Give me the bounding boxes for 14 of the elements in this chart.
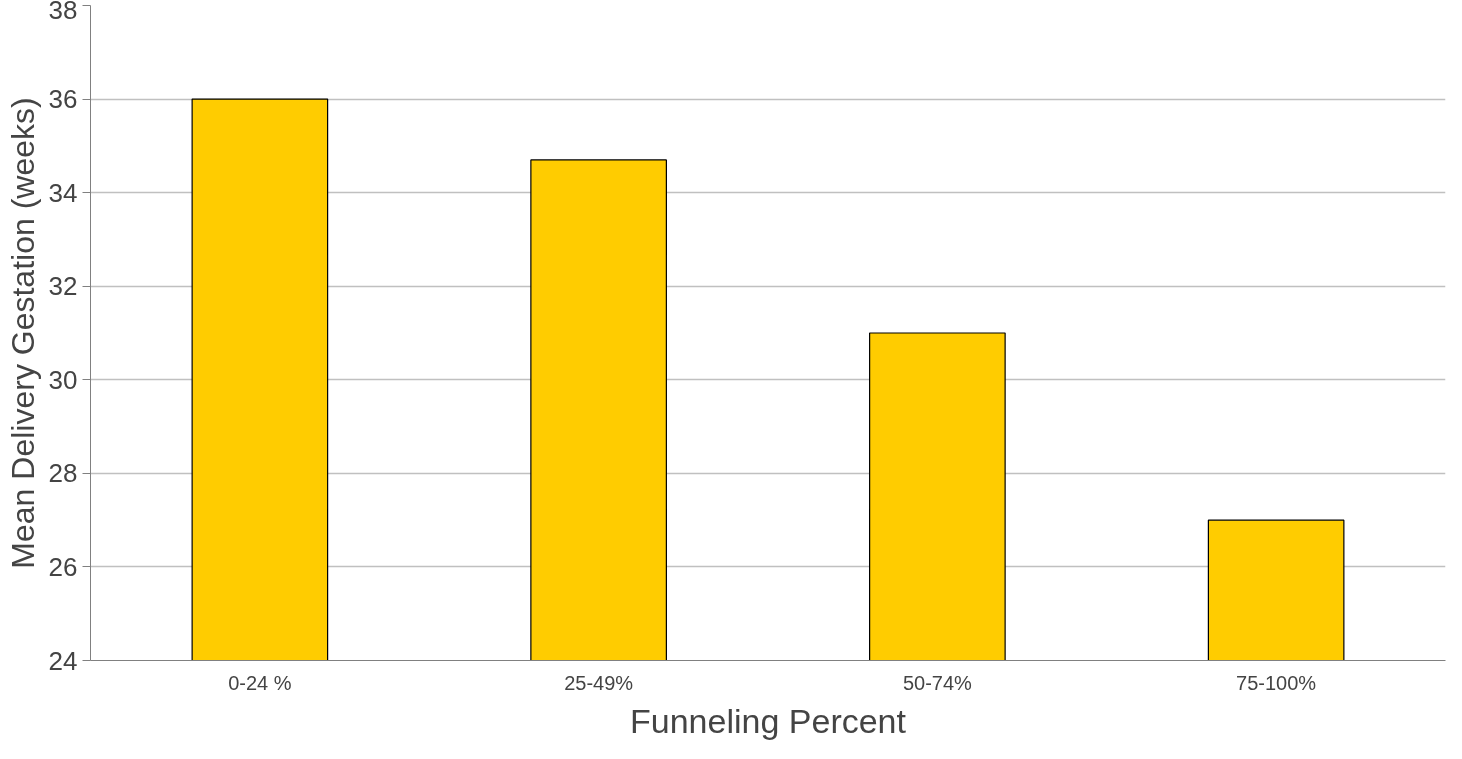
x-tick-label: 50-74%: [902, 671, 973, 694]
x-axis-title: Funneling Percent: [630, 701, 907, 740]
y-tick-label: 30: [48, 364, 78, 395]
y-tick-label: 28: [48, 458, 78, 489]
y-tick-label: 32: [48, 271, 78, 302]
x-tick-label: 75-100%: [1236, 671, 1317, 694]
y-tick-label: 26: [48, 551, 78, 582]
x-tick-label: 25-49%: [564, 671, 634, 694]
x-tick-label: 0-24 %: [228, 671, 292, 694]
y-axis-title: Mean Delivery Gestation (weeks): [4, 97, 41, 569]
y-tick-label: 38: [48, 0, 78, 25]
y-tick-label: 36: [48, 84, 78, 115]
y-tick-label: 24: [48, 645, 78, 676]
y-tick-label: 34: [48, 177, 78, 208]
